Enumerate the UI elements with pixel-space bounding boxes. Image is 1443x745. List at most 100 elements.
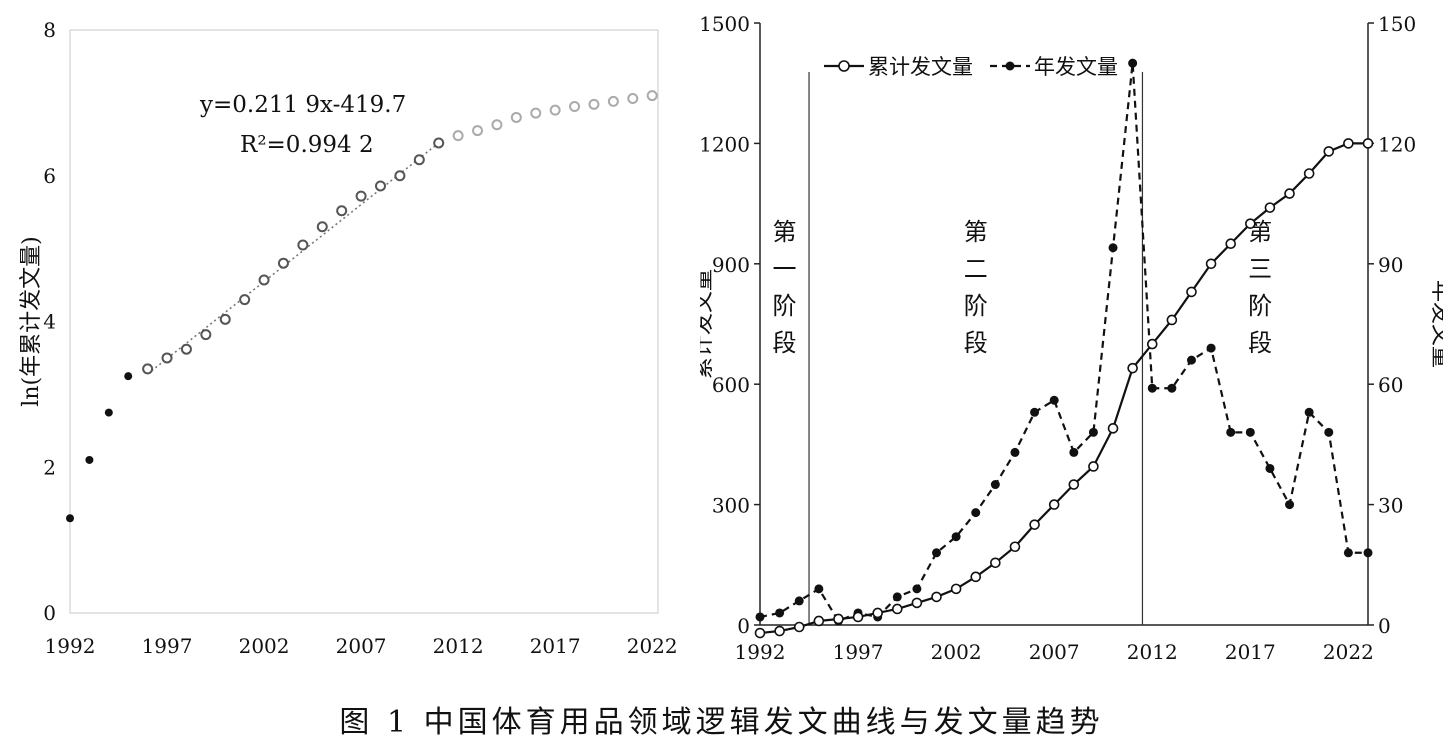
phase-label-char: 三: [1248, 255, 1272, 283]
data-point: [142, 363, 154, 375]
y-tick-label: 1500: [700, 12, 750, 36]
data-point-annual: [775, 608, 785, 618]
data-point: [336, 205, 348, 217]
data-point-annual: [755, 612, 765, 622]
data-point-annual: [1363, 548, 1373, 558]
y2-tick-label: 120: [1378, 132, 1416, 156]
data-point: [85, 455, 94, 464]
data-point: [104, 408, 113, 417]
x-tick-label: 1992: [45, 634, 96, 658]
phase-label-char: 第: [773, 218, 797, 246]
data-point: [549, 104, 561, 116]
data-point: [161, 352, 173, 364]
x-tick-label: 1997: [833, 640, 884, 664]
phase-label-char: 阶: [1248, 292, 1272, 320]
data-point-cumulative: [754, 627, 766, 639]
data-point: [355, 190, 367, 202]
x-tick-label: 1992: [735, 640, 786, 664]
x-tick-label: 2012: [433, 634, 484, 658]
data-point: [646, 90, 658, 102]
data-point-cumulative: [774, 625, 785, 637]
data-point: [394, 170, 406, 182]
data-point-cumulative: [1205, 258, 1217, 270]
y-tick-label: 300: [712, 494, 750, 518]
y-tick-label: 0: [43, 601, 56, 625]
data-point-annual: [1030, 407, 1040, 417]
legend-label: 累计发文量: [868, 55, 973, 79]
data-point: [433, 137, 445, 149]
data-point: [297, 239, 309, 251]
y-tick-label: 1200: [700, 132, 750, 156]
y-axis-label: 累计发文量: [700, 269, 716, 379]
data-point: [491, 119, 503, 131]
data-point-cumulative: [1225, 238, 1237, 250]
data-point-cumulative: [931, 591, 942, 603]
data-point-annual: [912, 584, 922, 594]
data-point-annual: [1206, 343, 1216, 353]
data-point-annual: [1285, 500, 1295, 510]
data-point: [452, 130, 464, 142]
phase-label-char: 段: [773, 329, 797, 357]
y-tick-label: 8: [43, 18, 56, 42]
data-point: [180, 343, 192, 355]
data-point-cumulative: [1127, 362, 1138, 374]
data-point-cumulative: [833, 613, 844, 625]
data-point-annual: [1304, 407, 1314, 417]
data-point: [277, 257, 289, 269]
data-point-annual: [794, 596, 804, 606]
y2-tick-label: 30: [1378, 494, 1403, 518]
data-point-annual: [1343, 548, 1353, 558]
legend-swatch-marker: [838, 60, 850, 72]
data-point-cumulative: [1284, 188, 1295, 199]
data-point-cumulative: [1245, 218, 1256, 229]
y2-tick-label: 60: [1378, 373, 1403, 397]
phase-label-char: 段: [1248, 329, 1272, 357]
data-point-cumulative: [1048, 499, 1060, 510]
data-point-cumulative: [1009, 541, 1021, 553]
data-point-annual: [1324, 427, 1334, 437]
r-squared: R²=0.994 2: [240, 132, 374, 158]
data-point: [413, 154, 425, 166]
data-point-annual: [932, 548, 942, 558]
data-point-annual: [971, 508, 981, 518]
data-point-annual: [951, 532, 961, 542]
data-point-annual: [1010, 447, 1020, 457]
data-point-annual: [1088, 427, 1098, 437]
data-point: [258, 274, 270, 286]
phase-label-char: 第: [964, 218, 988, 246]
data-point: [588, 98, 600, 110]
x-tick-label: 2002: [931, 640, 982, 664]
data-point: [510, 111, 522, 123]
x-tick-label: 2022: [1323, 640, 1374, 664]
data-point-annual: [1226, 427, 1236, 437]
phase-label-char: 二: [964, 255, 988, 283]
x-tick-label: 2007: [336, 634, 387, 658]
chart-right-publications: 0 300 600 900 1200 1500 0 30 60 90 120 150 1992 1997 2…: [700, 12, 1443, 664]
phase-label-char: 段: [964, 329, 988, 357]
x-tick-label: 2002: [239, 634, 290, 658]
data-point-cumulative: [1146, 338, 1158, 350]
figure-caption: 图 1 中国体育用品领域逻辑发文曲线与发文量趋势: [339, 705, 1104, 740]
data-point-annual: [1167, 383, 1177, 393]
data-point-cumulative: [1068, 479, 1080, 490]
y2-tick-label: 90: [1378, 253, 1403, 277]
y-tick-label: 600: [712, 373, 750, 397]
y-tick-label: 900: [712, 253, 750, 277]
data-point-annual: [1245, 427, 1255, 437]
series-line-cumulative: [759, 142, 1368, 635]
data-point-annual: [892, 592, 902, 602]
y2-tick-label: 0: [1378, 614, 1391, 638]
phase-label-char: 一: [773, 255, 797, 283]
y-tick-label: 4: [43, 310, 56, 334]
plot-frame: [69, 29, 659, 614]
phase-label-char: 阶: [773, 292, 797, 320]
data-point: [66, 514, 74, 523]
data-point: [607, 95, 619, 107]
data-point-annual: [1265, 463, 1275, 473]
data-point-cumulative: [1323, 146, 1335, 157]
data-point-annual: [1069, 447, 1079, 457]
data-point: [219, 313, 231, 325]
data-point: [374, 180, 386, 192]
data-point-cumulative: [1264, 202, 1276, 213]
phase-label-char: 阶: [964, 292, 988, 320]
